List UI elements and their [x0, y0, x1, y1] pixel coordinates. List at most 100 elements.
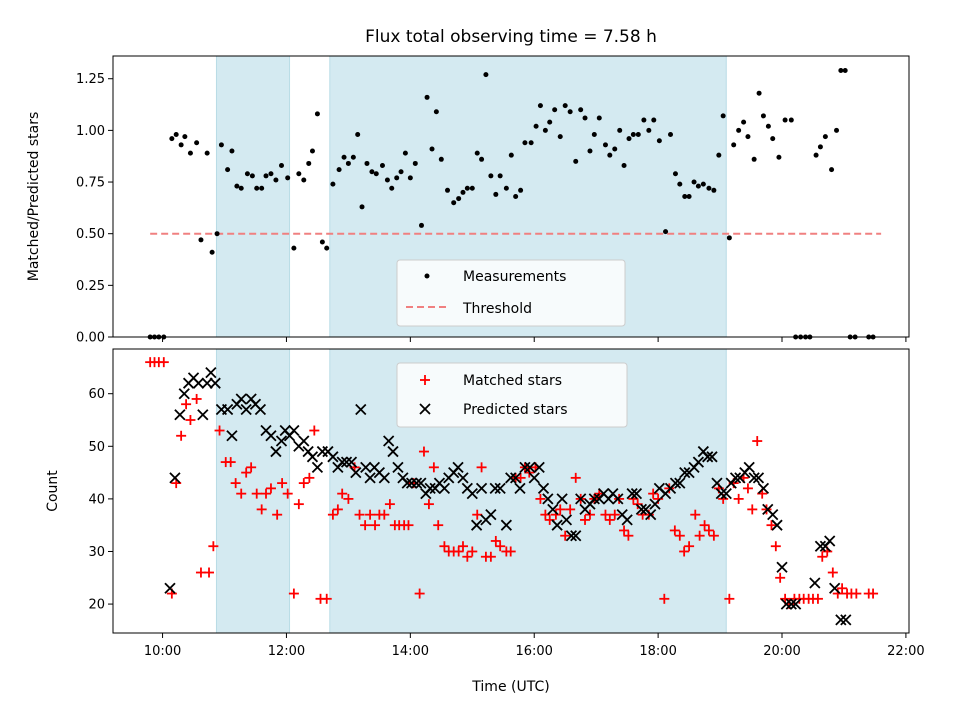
bottom-y-axis-label: Count: [45, 470, 61, 512]
matched-star-point: [272, 509, 283, 520]
measurement-point: [187, 150, 193, 156]
measurement-point: [834, 127, 840, 133]
predicted-star-point: [514, 482, 526, 495]
predicted-star-point: [270, 445, 282, 458]
matched-star-point: [600, 509, 611, 520]
predicted-star-point: [336, 456, 348, 468]
predicted-star-point: [706, 451, 718, 463]
predicted-star-point: [533, 461, 545, 473]
measurement-point: [194, 140, 200, 146]
measurement-point: [537, 103, 543, 109]
predicted-star-point: [424, 482, 436, 495]
measurement-point: [612, 146, 618, 152]
measurement-point: [389, 185, 395, 191]
predicted-star-point: [547, 503, 559, 516]
matched-star-point: [770, 541, 781, 552]
matched-star-point: [659, 593, 670, 604]
legend-predicted-label: Predicted stars: [463, 402, 568, 418]
matched-star-point: [619, 525, 630, 536]
predicted-star-point: [438, 482, 451, 495]
measurement-point: [336, 167, 342, 173]
matched-star-point: [742, 483, 753, 494]
matched-star-point: [812, 593, 823, 604]
matched-star-point: [191, 393, 202, 404]
bottom-x-tick-label: 10:00: [144, 644, 181, 659]
measurement-point: [464, 185, 470, 191]
top-y-tick-label: 1.25: [76, 72, 105, 87]
predicted-star-point: [542, 493, 554, 505]
measurement-point: [602, 142, 608, 148]
predicted-star-point: [254, 403, 267, 416]
measurement-point: [695, 183, 701, 189]
legend-cross-glyph: [419, 403, 431, 415]
measurement-point: [528, 140, 534, 146]
bottom-shaded-interval-1: [215, 348, 291, 634]
predicted-star-point: [475, 482, 488, 495]
predicted-star-point: [288, 424, 300, 437]
measurement-point: [720, 113, 726, 119]
bottom-legend-box: [396, 362, 628, 428]
measurement-point: [249, 173, 255, 179]
legend-matched-label: Matched stars: [463, 373, 562, 389]
predicted-star-point: [505, 472, 517, 484]
measurement-point: [285, 175, 291, 181]
measurement-point: [533, 123, 539, 129]
matched-star-point: [439, 541, 450, 552]
predicted-star-point: [560, 514, 573, 526]
predicted-star-point: [235, 393, 247, 405]
legend-threshold-label: Threshold: [462, 301, 532, 317]
measurement-point: [412, 160, 418, 166]
measurement-point: [751, 156, 757, 162]
predicted-star-point: [780, 598, 792, 610]
matched-star-point: [472, 509, 483, 520]
measurement-point: [756, 90, 762, 96]
predicted-star-point: [835, 614, 847, 626]
measurement-point: [518, 187, 524, 193]
measurement-point: [596, 115, 602, 121]
legend-measurements-marker: [424, 273, 430, 279]
predicted-star-point: [209, 377, 221, 389]
matched-star-point: [241, 467, 252, 478]
chart-title: Flux total observing time = 7.58 h: [365, 27, 657, 47]
measurement-point: [776, 154, 782, 160]
bottom-x-tick-label: 16:00: [515, 644, 552, 659]
predicted-star-point: [748, 472, 760, 484]
predicted-star-point: [829, 582, 841, 594]
measurement-point: [607, 152, 613, 158]
measurement-point: [178, 142, 184, 148]
measurement-point: [198, 237, 204, 243]
predicted-star-point: [364, 472, 376, 484]
predicted-star-point: [340, 456, 353, 468]
measurement-point: [641, 117, 647, 123]
measurement-point: [474, 150, 480, 156]
measurement-point: [488, 173, 494, 179]
measurement-point: [306, 160, 312, 166]
matched-star-point: [623, 530, 634, 541]
predicted-star-point: [383, 435, 395, 447]
matched-star-point: [282, 488, 293, 499]
bottom-y-tick-label: 30: [88, 545, 105, 560]
matched-star-point: [699, 520, 710, 531]
matched-star-point: [403, 520, 414, 531]
predicted-star-point: [452, 461, 464, 473]
measurement-point: [621, 163, 627, 169]
predicted-star-point: [537, 482, 550, 495]
matched-star-point: [467, 546, 478, 557]
measurement-point: [651, 117, 657, 123]
legend-predicted-marker: [419, 403, 431, 415]
measurement-point: [244, 171, 250, 177]
matched-star-point: [703, 525, 714, 536]
measurement-point: [379, 163, 385, 169]
predicted-star-point: [327, 451, 339, 463]
matched-star-point: [418, 446, 429, 457]
matched-star-point: [560, 530, 571, 541]
measurement-point: [822, 134, 828, 140]
measurement-point: [829, 167, 835, 173]
measurement-point: [716, 152, 722, 158]
measurement-point: [686, 194, 692, 199]
predicted-star-point: [524, 461, 536, 473]
predicted-star-point: [178, 388, 190, 400]
predicted-star-point: [519, 461, 531, 473]
measurement-point: [238, 185, 244, 191]
predicted-star-point: [771, 519, 783, 531]
